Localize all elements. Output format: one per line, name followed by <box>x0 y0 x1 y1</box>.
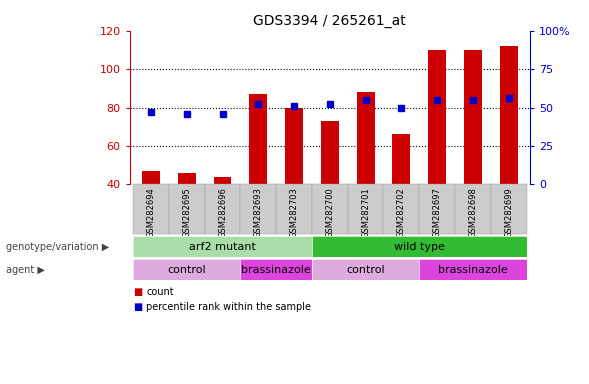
Text: GSM282697: GSM282697 <box>433 187 442 238</box>
Bar <box>357 92 375 184</box>
Text: GSM282702: GSM282702 <box>397 187 406 238</box>
Text: GSM282698: GSM282698 <box>468 187 477 238</box>
Text: GSM282700: GSM282700 <box>325 187 335 238</box>
Text: agent ▶: agent ▶ <box>6 265 45 275</box>
Bar <box>249 94 267 184</box>
Text: ■: ■ <box>133 287 143 297</box>
Text: GSM282703: GSM282703 <box>290 187 299 238</box>
Bar <box>142 171 160 184</box>
Text: GSM282699: GSM282699 <box>504 187 513 238</box>
Bar <box>499 46 518 184</box>
Text: brassinazole: brassinazole <box>241 265 311 275</box>
Bar <box>321 121 339 184</box>
Text: GSM282694: GSM282694 <box>147 187 155 238</box>
Bar <box>178 173 196 184</box>
Text: GSM282696: GSM282696 <box>218 187 227 238</box>
Text: arf2 mutant: arf2 mutant <box>189 242 256 252</box>
Text: control: control <box>167 265 206 275</box>
Bar <box>285 108 303 184</box>
Text: genotype/variation ▶: genotype/variation ▶ <box>6 242 109 252</box>
Text: GSM282693: GSM282693 <box>254 187 263 238</box>
Bar <box>214 177 231 184</box>
Text: GSM282695: GSM282695 <box>183 187 191 238</box>
Text: ■: ■ <box>133 302 143 312</box>
Text: wild type: wild type <box>394 242 445 252</box>
Text: brassinazole: brassinazole <box>438 265 508 275</box>
Bar <box>392 134 411 184</box>
Bar <box>428 50 446 184</box>
Bar <box>464 50 482 184</box>
Text: control: control <box>346 265 385 275</box>
Text: GSM282701: GSM282701 <box>361 187 370 238</box>
Title: GDS3394 / 265261_at: GDS3394 / 265261_at <box>253 14 406 28</box>
Text: percentile rank within the sample: percentile rank within the sample <box>146 302 311 312</box>
Text: count: count <box>146 287 174 297</box>
